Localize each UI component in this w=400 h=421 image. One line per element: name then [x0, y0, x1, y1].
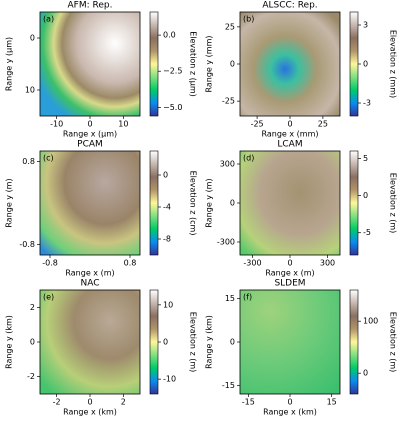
colorbar-label: Elevation z (m): [389, 173, 398, 233]
colorbar-tick-label: -4: [163, 203, 171, 212]
x-tick-label: 300: [320, 259, 335, 268]
y-tick-label: 0: [30, 34, 35, 43]
y-tick-label: 25: [225, 22, 235, 31]
y-tick-label: 0: [230, 199, 235, 208]
y-tick-label: 2: [30, 303, 35, 312]
colorbar-tick-label: -8: [163, 235, 171, 244]
x-axis-label: Range x (μm): [63, 130, 117, 139]
heatmap-image: [39, 150, 141, 256]
x-tick-label: 0: [287, 398, 292, 407]
colorbar: [149, 289, 159, 395]
x-tick-label: -10: [50, 120, 63, 129]
x-tick-label: -25: [251, 120, 264, 129]
colorbar-tick-label: 0: [163, 338, 168, 347]
chart-title: ALSCC: Rep.: [262, 1, 317, 11]
colorbar: [349, 289, 359, 395]
colorbar-tick-label: −5.0: [163, 103, 182, 112]
colorbar-label: Elevation z (m): [389, 312, 398, 372]
x-axis-label: Range x (km): [63, 408, 117, 417]
colorbar-tick-label: -5: [363, 228, 371, 237]
y-tick-label: 300: [220, 160, 235, 169]
x-tick-label: 0.8: [124, 259, 137, 268]
y-tick-label: 0: [230, 60, 235, 69]
x-tick-label: -0.8: [42, 259, 58, 268]
colorbar: [149, 11, 159, 117]
colorbar-tick-label: −2.5: [163, 67, 182, 76]
y-tick-label: -300: [217, 238, 235, 247]
heatmap-image: [239, 11, 341, 117]
chart-title: NAC: [80, 279, 99, 289]
y-axis-label: Range y (μm): [5, 37, 14, 91]
colorbar-tick-label: 0: [363, 191, 368, 200]
y-tick-label: -25: [222, 97, 235, 106]
colorbar: [349, 11, 359, 117]
heatmap-image: [39, 289, 141, 395]
x-tick-label: 25: [318, 120, 328, 129]
y-tick-label: 0.8: [22, 157, 35, 166]
heatmap-image: [239, 289, 341, 395]
x-tick-label: 2: [121, 398, 126, 407]
colorbar-tick-label: 0: [363, 60, 368, 69]
chart-title: AFM: Rep.: [68, 1, 113, 11]
y-axis-label: Range y (km): [5, 315, 14, 369]
x-tick-label: -300: [243, 259, 261, 268]
colorbar-tick-label: 5: [363, 154, 368, 163]
colorbar: [349, 150, 359, 256]
x-axis-label: Range x (m): [65, 269, 114, 278]
panel-label: (e): [43, 293, 54, 302]
x-axis-label: Range x (mm): [261, 130, 318, 139]
y-tick-label: -0.8: [19, 240, 35, 249]
chart-title: PCAM: [77, 140, 103, 150]
x-tick-label: 0: [287, 120, 292, 129]
colorbar-tick-label: 3: [363, 21, 368, 30]
x-axis-label: Range x (m): [265, 269, 314, 278]
colorbar-tick-label: 10: [163, 300, 173, 309]
colorbar-tick-label: 0.0: [163, 31, 176, 40]
x-tick-label: 0: [87, 120, 92, 129]
panel-label: (d): [243, 154, 254, 163]
y-axis-label: Range y (mm): [205, 35, 214, 92]
heatmap-image: [39, 11, 141, 117]
x-tick-label: 0: [87, 398, 92, 407]
y-tick-label: 0: [30, 338, 35, 347]
colorbar-label: Elevation z (mm): [389, 30, 398, 98]
colorbar-tick-label: -3: [363, 99, 371, 108]
colorbar-label: Elevation z (μm): [189, 31, 198, 97]
panel-label: (c): [43, 154, 54, 163]
y-tick-label: 15: [225, 294, 235, 303]
colorbar-tick-label: 0: [163, 171, 168, 180]
colorbar-label: Elevation z (m): [189, 312, 198, 372]
colorbar-tick-label: 100: [363, 317, 378, 326]
x-tick-label: -2: [53, 398, 61, 407]
colorbar: [149, 150, 159, 256]
y-tick-label: 10: [25, 86, 35, 95]
chart-title: LCAM: [277, 140, 302, 150]
panel-label: (a): [43, 15, 54, 24]
y-axis-label: Range y (km): [205, 315, 214, 369]
panel-label: (f): [243, 293, 252, 302]
y-axis-label: Range y (m): [5, 178, 14, 227]
colorbar-label: Elevation z (cm): [189, 171, 198, 236]
chart-title: SLDEM: [274, 279, 305, 289]
y-axis-label: Range y (m): [205, 178, 214, 227]
x-tick-label: 0: [287, 259, 292, 268]
panel-label: (b): [243, 15, 254, 24]
x-axis-label: Range x (km): [263, 408, 317, 417]
colorbar-tick-label: 0: [363, 369, 368, 378]
y-tick-label: -2: [27, 372, 35, 381]
y-tick-label: -15: [222, 381, 235, 390]
colorbar-tick-label: -10: [163, 375, 176, 384]
x-tick-label: -15: [242, 398, 255, 407]
x-tick-label: 15: [327, 398, 337, 407]
x-tick-label: 10: [118, 120, 128, 129]
y-tick-label: 0: [230, 338, 235, 347]
heatmap-image: [239, 150, 341, 256]
